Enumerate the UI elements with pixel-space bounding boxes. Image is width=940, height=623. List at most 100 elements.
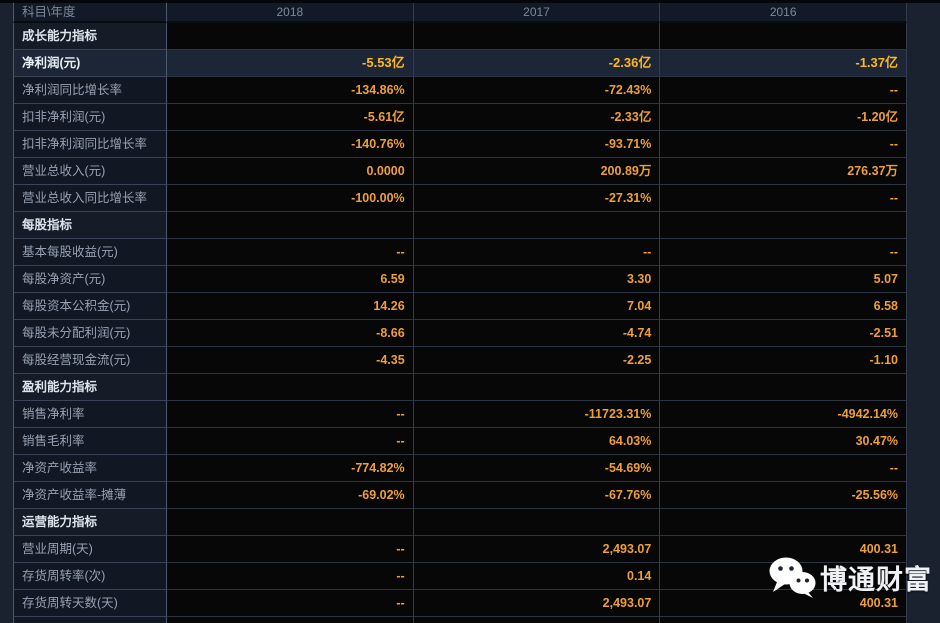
cell-2018: -69.02% [167,482,414,509]
cell-2016: -- [660,77,907,104]
cell-2017 [413,212,661,239]
row-label: 营业总收入(元) [13,158,167,185]
data-row: 每股资本公积金(元) 14.26 7.04 6.58 [13,293,907,320]
cell-2018: -- [167,401,414,428]
cell-2018: -5.53亿 [167,50,414,77]
cell-2017 [413,617,661,623]
cell-2017: -72.43% [413,77,661,104]
top-strip [0,0,940,3]
row-label: 存货周转天数(天) [13,590,167,617]
cell-2017: -2.25 [413,347,661,374]
data-row: 每股未分配利润(元) -8.66 -4.74 -2.51 [13,320,907,347]
data-row: 基本每股收益(元) -- -- -- [13,239,907,266]
cell-2018: -- [167,239,414,266]
cell-2016: -- [660,131,907,158]
cell-2018: -- [167,536,414,563]
cell-2016: 400.31 [660,590,907,617]
data-row: 销售毛利率 -- 64.03% 30.47% [13,428,907,455]
row-label: 净资产收益率-摊薄 [13,482,167,509]
cell-2016: -1.20亿 [660,104,907,131]
data-row: 每股经营现金流(元) -4.35 -2.25 -1.10 [13,347,907,374]
row-label: 运营能力指标 [13,509,167,536]
data-row: 存货周转率(次) -- 0.14 [13,563,907,590]
data-row: 净资产收益率-摊薄 -69.02% -67.76% -25.56% [13,482,907,509]
table-body: 成长能力指标 净利润(元) -5.53亿 -2.36亿 -1.37亿 净利润同比增长率 -1… [13,23,907,617]
header-year-2016: 2016 [660,3,907,23]
cell-2016 [660,509,907,536]
cell-2016 [660,617,907,623]
section-row: 成长能力指标 [13,23,907,50]
cell-2016: 276.37万 [660,158,907,185]
row-label: 销售毛利率 [13,428,167,455]
cell-2018: -- [167,428,414,455]
row-label: 净利润同比增长率 [13,77,167,104]
data-row: 净利润(元) -5.53亿 -2.36亿 -1.37亿 [13,50,907,77]
cell-2018: 0.0000 [167,158,414,185]
row-label: 每股净资产(元) [13,266,167,293]
data-row: 营业总收入(元) 0.0000 200.89万 276.37万 [13,158,907,185]
cell-2016: -1.37亿 [660,50,907,77]
row-label: 扣非净利润(元) [13,104,167,131]
data-row: 营业周期(天) -- 2,493.07 400.31 [13,536,907,563]
cell-2018: 6.59 [167,266,414,293]
cell-2017: 3.30 [413,266,661,293]
row-label: 营业周期(天) [13,536,167,563]
cell-2017: -11723.31% [413,401,661,428]
cell-2017: 2,493.07 [413,590,661,617]
partial-next-row [13,617,907,623]
cell-2018: -8.66 [167,320,414,347]
cell-2016: -25.56% [660,482,907,509]
cell-2018: 14.26 [167,293,414,320]
row-label: 净利润(元) [13,50,167,77]
row-label: 扣非净利润同比增长率 [13,131,167,158]
row-label: 每股未分配利润(元) [13,320,167,347]
header-year-2017: 2017 [413,3,661,23]
cell-2018: -100.00% [167,185,414,212]
cell-2018: -5.61亿 [167,104,414,131]
cell-2018 [167,212,414,239]
cell-2018 [167,617,414,623]
cell-2016 [660,563,907,590]
cell-2018: -140.76% [167,131,414,158]
cell-2016 [660,212,907,239]
row-label: 基本每股收益(元) [13,239,167,266]
cell-2018: -134.86% [167,77,414,104]
cell-2017: -93.71% [413,131,661,158]
cell-2016: -4942.14% [660,401,907,428]
cell-2017: -4.74 [413,320,661,347]
cell-2017: -54.69% [413,455,661,482]
row-label: 每股资本公积金(元) [13,293,167,320]
cell-2017: -- [413,239,661,266]
data-row: 每股净资产(元) 6.59 3.30 5.07 [13,266,907,293]
row-label: 每股指标 [13,212,167,239]
header-year-2018: 2018 [167,3,414,23]
cell-2017: 2,493.07 [413,536,661,563]
cell-2017: -2.33亿 [413,104,661,131]
cell-2016: 400.31 [660,536,907,563]
cell-2016: 5.07 [660,266,907,293]
cell-2016: 30.47% [660,428,907,455]
cell-2018 [167,374,414,401]
financial-indicators-table: 科目\年度 2018 2017 2016 成长能力指标 净利润(元) -5.53亿 -… [13,3,907,623]
data-row: 营业总收入同比增长率 -100.00% -27.31% -- [13,185,907,212]
row-label [13,617,167,623]
cell-2016: -- [660,239,907,266]
cell-2018: -774.82% [167,455,414,482]
cell-2017: -2.36亿 [413,50,661,77]
cell-2016: -- [660,455,907,482]
row-label: 营业总收入同比增长率 [13,185,167,212]
row-label: 成长能力指标 [13,23,167,50]
cell-2017: 7.04 [413,293,661,320]
cell-2016 [660,374,907,401]
cell-2017 [413,23,661,50]
section-row: 运营能力指标 [13,509,907,536]
section-row: 每股指标 [13,212,907,239]
cell-2018: -4.35 [167,347,414,374]
table-header-row: 科目\年度 2018 2017 2016 [13,3,907,23]
cell-2016: 6.58 [660,293,907,320]
cell-2018 [167,509,414,536]
row-label: 存货周转率(次) [13,563,167,590]
cell-2017: 0.14 [413,563,661,590]
section-row: 盈利能力指标 [13,374,907,401]
cell-2018 [167,23,414,50]
